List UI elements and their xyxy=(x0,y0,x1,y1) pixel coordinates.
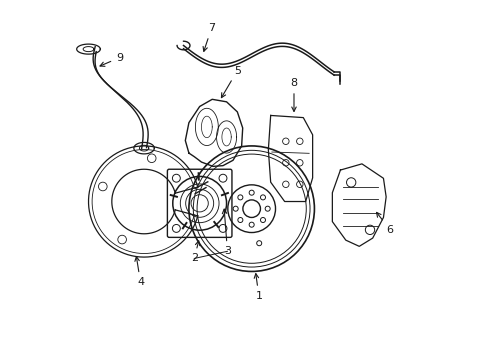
Text: 8: 8 xyxy=(290,78,297,112)
Text: 9: 9 xyxy=(100,53,123,66)
Text: 5: 5 xyxy=(221,66,240,98)
Text: 4: 4 xyxy=(135,257,144,287)
Text: 3: 3 xyxy=(222,209,230,256)
Text: 6: 6 xyxy=(376,212,393,235)
Text: 1: 1 xyxy=(254,274,262,301)
Text: 7: 7 xyxy=(203,23,215,51)
Text: 2: 2 xyxy=(190,241,200,264)
